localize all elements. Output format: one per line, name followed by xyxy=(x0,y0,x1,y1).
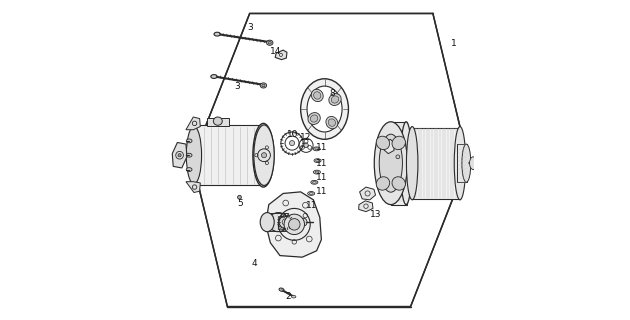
Ellipse shape xyxy=(392,136,406,150)
Ellipse shape xyxy=(260,83,266,88)
Polygon shape xyxy=(358,201,373,212)
Text: 2: 2 xyxy=(285,292,290,301)
Ellipse shape xyxy=(214,32,220,36)
Bar xyxy=(278,216,292,228)
Ellipse shape xyxy=(374,122,408,204)
Text: 11: 11 xyxy=(306,201,318,210)
Ellipse shape xyxy=(279,288,284,291)
Ellipse shape xyxy=(254,125,274,186)
Polygon shape xyxy=(186,182,200,193)
Polygon shape xyxy=(275,50,287,60)
Text: 12: 12 xyxy=(301,132,312,141)
Text: 5: 5 xyxy=(238,198,243,207)
Ellipse shape xyxy=(315,171,319,173)
Ellipse shape xyxy=(214,117,222,125)
Text: 11: 11 xyxy=(316,173,327,182)
Circle shape xyxy=(238,196,241,199)
Ellipse shape xyxy=(262,84,265,87)
Ellipse shape xyxy=(295,217,304,227)
Text: 1: 1 xyxy=(450,39,457,48)
Ellipse shape xyxy=(186,139,192,143)
Bar xyxy=(457,144,467,182)
Bar xyxy=(412,127,460,199)
Ellipse shape xyxy=(379,134,403,192)
Ellipse shape xyxy=(292,295,296,298)
Ellipse shape xyxy=(314,159,321,163)
Circle shape xyxy=(304,143,308,148)
Ellipse shape xyxy=(186,153,192,157)
Ellipse shape xyxy=(376,177,389,190)
Ellipse shape xyxy=(469,157,477,170)
Ellipse shape xyxy=(307,192,314,196)
Ellipse shape xyxy=(328,119,336,126)
Circle shape xyxy=(289,219,300,230)
Ellipse shape xyxy=(314,148,319,150)
Ellipse shape xyxy=(406,126,418,200)
Text: 13: 13 xyxy=(370,210,381,219)
Circle shape xyxy=(396,155,400,159)
Text: 3: 3 xyxy=(247,23,253,32)
Polygon shape xyxy=(172,142,187,168)
Ellipse shape xyxy=(329,93,341,106)
Text: 10: 10 xyxy=(287,130,299,139)
Polygon shape xyxy=(391,122,407,204)
Ellipse shape xyxy=(260,212,274,232)
Text: 11: 11 xyxy=(316,159,327,168)
Ellipse shape xyxy=(311,180,318,184)
Ellipse shape xyxy=(309,193,313,195)
Bar xyxy=(194,125,264,186)
Ellipse shape xyxy=(326,116,338,129)
Circle shape xyxy=(284,214,304,235)
Ellipse shape xyxy=(316,160,319,162)
Text: 3: 3 xyxy=(234,82,240,91)
Ellipse shape xyxy=(253,123,274,187)
Circle shape xyxy=(261,153,266,158)
Polygon shape xyxy=(360,187,375,200)
Ellipse shape xyxy=(314,92,321,99)
Ellipse shape xyxy=(301,79,348,139)
Text: 4: 4 xyxy=(251,259,257,268)
Ellipse shape xyxy=(312,181,316,183)
Polygon shape xyxy=(383,139,394,154)
Ellipse shape xyxy=(307,86,342,132)
Ellipse shape xyxy=(311,115,318,122)
Ellipse shape xyxy=(401,122,412,204)
Text: 8: 8 xyxy=(329,89,335,98)
Ellipse shape xyxy=(186,168,192,172)
Ellipse shape xyxy=(301,218,307,226)
Polygon shape xyxy=(192,13,468,307)
Ellipse shape xyxy=(186,126,202,184)
Bar xyxy=(267,213,288,231)
Ellipse shape xyxy=(287,216,299,228)
Bar xyxy=(207,118,229,125)
Ellipse shape xyxy=(331,96,339,103)
Ellipse shape xyxy=(268,42,272,44)
Ellipse shape xyxy=(211,75,217,78)
Circle shape xyxy=(178,154,181,157)
Ellipse shape xyxy=(392,177,406,190)
Ellipse shape xyxy=(462,144,471,182)
Ellipse shape xyxy=(308,113,320,124)
Text: 11: 11 xyxy=(316,143,327,152)
Ellipse shape xyxy=(376,136,389,150)
Ellipse shape xyxy=(313,170,321,174)
Ellipse shape xyxy=(313,147,320,151)
Ellipse shape xyxy=(266,40,273,45)
Ellipse shape xyxy=(454,126,466,200)
Polygon shape xyxy=(186,117,200,130)
Ellipse shape xyxy=(311,89,323,102)
Text: 11: 11 xyxy=(316,188,327,196)
Text: 14: 14 xyxy=(270,47,282,56)
Polygon shape xyxy=(266,192,321,257)
Circle shape xyxy=(290,140,295,146)
